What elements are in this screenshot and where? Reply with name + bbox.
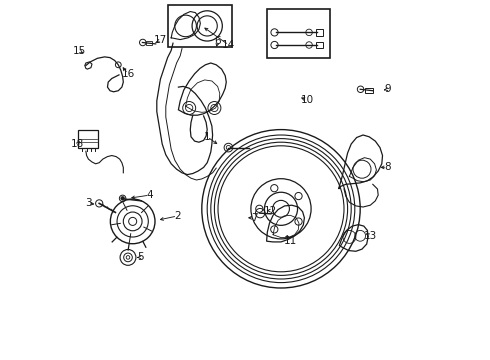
Text: 3: 3 — [85, 198, 92, 208]
Text: 17: 17 — [154, 35, 167, 45]
Bar — [365, 88, 373, 93]
Text: 6: 6 — [215, 36, 221, 46]
Text: 14: 14 — [222, 40, 235, 50]
Text: 5: 5 — [137, 252, 144, 262]
Bar — [77, 130, 98, 148]
Bar — [147, 41, 152, 45]
Bar — [316, 29, 323, 36]
Text: 11: 11 — [283, 236, 296, 246]
Bar — [267, 9, 330, 58]
Text: 13: 13 — [364, 231, 377, 241]
Text: 2: 2 — [174, 211, 181, 221]
Text: 8: 8 — [384, 162, 391, 172]
Text: 18: 18 — [71, 139, 84, 149]
Text: 4: 4 — [147, 190, 153, 200]
Text: 12: 12 — [264, 206, 277, 216]
Text: 16: 16 — [122, 69, 135, 79]
Text: 15: 15 — [73, 46, 86, 56]
Bar — [316, 42, 323, 48]
Text: 10: 10 — [300, 95, 314, 105]
Circle shape — [121, 197, 124, 200]
Text: 7: 7 — [251, 213, 257, 223]
Text: 9: 9 — [384, 84, 391, 94]
Bar — [168, 5, 232, 47]
Text: 1: 1 — [204, 132, 211, 142]
